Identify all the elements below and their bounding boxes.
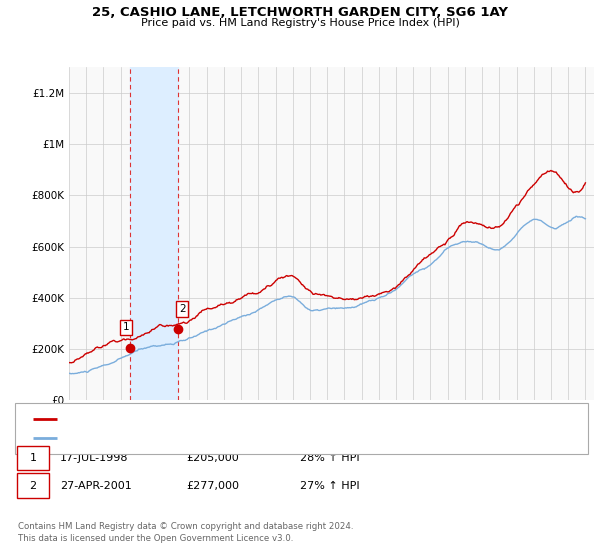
Text: 28% ↑ HPI: 28% ↑ HPI <box>300 453 359 463</box>
Bar <box>130 67 178 400</box>
Text: 2: 2 <box>29 480 37 491</box>
Text: £277,000: £277,000 <box>186 480 239 491</box>
Text: 27-APR-2001: 27-APR-2001 <box>60 480 132 491</box>
Text: 1: 1 <box>122 323 129 333</box>
Text: Price paid vs. HM Land Registry's House Price Index (HPI): Price paid vs. HM Land Registry's House … <box>140 18 460 28</box>
Text: Contains HM Land Registry data © Crown copyright and database right 2024.
This d: Contains HM Land Registry data © Crown c… <box>18 522 353 543</box>
Text: HPI: Average price, detached house, North Hertfordshire: HPI: Average price, detached house, Nort… <box>63 433 339 444</box>
Text: 25, CASHIO LANE, LETCHWORTH GARDEN CITY, SG6 1AY (detached house): 25, CASHIO LANE, LETCHWORTH GARDEN CITY,… <box>63 413 428 423</box>
Text: 27% ↑ HPI: 27% ↑ HPI <box>300 480 359 491</box>
Text: £205,000: £205,000 <box>186 453 239 463</box>
Text: 1: 1 <box>29 453 37 463</box>
Text: 25, CASHIO LANE, LETCHWORTH GARDEN CITY, SG6 1AY: 25, CASHIO LANE, LETCHWORTH GARDEN CITY,… <box>92 6 508 18</box>
Text: 2: 2 <box>179 304 185 314</box>
Text: 17-JUL-1998: 17-JUL-1998 <box>60 453 128 463</box>
